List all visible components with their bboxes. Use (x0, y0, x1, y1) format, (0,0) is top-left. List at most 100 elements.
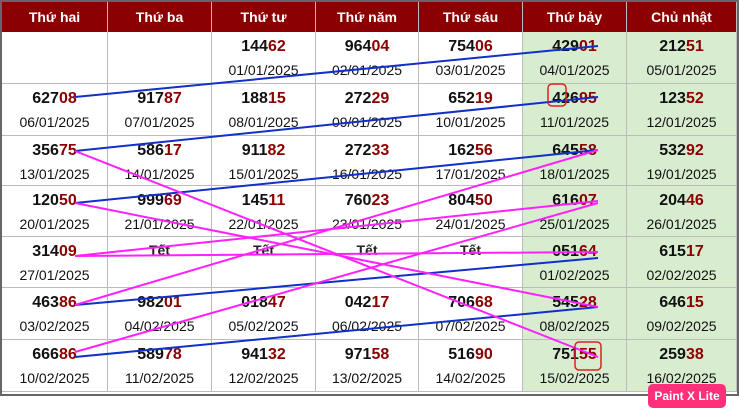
day-cell: 18815 08/01/2025 (212, 84, 316, 136)
day-cell: 94132 12/02/2025 (212, 340, 316, 392)
number-tail: 01 (163, 294, 182, 311)
number-head: 616 (552, 192, 579, 209)
number-head: 754 (448, 38, 475, 55)
number-tail: 75 (58, 142, 77, 159)
day-cell: 12050 20/01/2025 (2, 186, 108, 237)
result-number: 64558 (523, 142, 626, 160)
date: 04/02/2025 (124, 318, 195, 334)
result-number: 98201 (108, 294, 211, 312)
number-head: 162 (448, 142, 475, 159)
date: 13/02/2025 (331, 370, 403, 386)
result-number: 62708 (2, 90, 107, 108)
date: 12/02/2025 (228, 370, 299, 386)
date: 16/02/2025 (646, 370, 717, 386)
number-tail: 56 (474, 142, 493, 159)
day-cell: 91787 07/01/2025 (108, 84, 212, 136)
result-number: 65219 (419, 90, 522, 108)
date: 10/01/2025 (435, 114, 506, 130)
result-number: 61517 (627, 243, 736, 261)
result-number: 01847 (212, 294, 315, 312)
number-head: 627 (32, 90, 59, 107)
number-tail: 68 (474, 294, 493, 311)
day-cell: 21251 05/01/2025 (627, 32, 737, 84)
number-head: 188 (241, 90, 268, 107)
result-number: 91787 (108, 90, 211, 108)
result-number: 75155 (523, 346, 626, 364)
number-head: 999 (137, 192, 164, 209)
number-head: 589 (137, 346, 164, 363)
number-head: 645 (552, 142, 579, 159)
number-tail: 11 (268, 192, 286, 209)
number-head: 532 (659, 142, 686, 159)
number-head: 917 (137, 90, 164, 107)
date: 21/01/2025 (124, 216, 195, 232)
number-tail: 51 (685, 38, 704, 55)
day-cell: 20446 26/01/2025 (627, 186, 737, 237)
number-tail: 09 (58, 243, 77, 260)
date: 26/01/2025 (646, 216, 717, 232)
date: 04/01/2025 (539, 62, 610, 78)
number-head: 751 (552, 346, 579, 363)
number-tail: 06 (474, 38, 493, 55)
column-header: Chủ nhật (627, 2, 737, 32)
number-tail: 07 (578, 192, 597, 209)
column-header: Thứ sáu (419, 2, 523, 32)
result-number: 46386 (2, 294, 107, 312)
date: 20/01/2025 (19, 216, 90, 232)
day-cell: 58617 14/01/2025 (108, 136, 212, 186)
number-head: 272 (344, 90, 372, 107)
date: 10/02/2025 (19, 370, 90, 386)
number-head: 314 (32, 243, 59, 260)
number-head: 120 (32, 192, 59, 209)
result-number: 76023 (316, 192, 418, 210)
date: 13/01/2025 (19, 166, 90, 182)
day-cell: 61517 02/02/2025 (627, 237, 737, 288)
number-tail: 52 (685, 90, 704, 107)
number-tail: 62 (267, 38, 286, 55)
number-tail: 50 (474, 192, 493, 209)
number-tail: 46 (685, 192, 704, 209)
number-tail: 50 (58, 192, 77, 209)
day-cell: 64558 18/01/2025 (523, 136, 627, 186)
day-cell: 25938 16/02/2025 (627, 340, 737, 392)
day-cell: 75155 15/02/2025 (523, 340, 627, 392)
number-tail: 32 (267, 346, 286, 363)
day-cell: 05164 01/02/2025 (523, 237, 627, 288)
number-head: 964 (344, 38, 372, 55)
number-head: 145 (241, 192, 269, 209)
number-head: 646 (659, 294, 686, 311)
day-cell: 66686 10/02/2025 (2, 340, 108, 392)
day-cell: 14462 01/01/2025 (212, 32, 316, 84)
number-head: 941 (241, 346, 268, 363)
date: 03/02/2025 (19, 318, 90, 334)
number-tail: 01 (578, 38, 597, 55)
result-number: 61607 (523, 192, 626, 210)
date: 06/02/2025 (331, 318, 403, 334)
date: 06/01/2025 (19, 114, 90, 130)
date: 25/01/2025 (539, 216, 610, 232)
holiday-label: Tết (356, 242, 378, 258)
number-tail: 08 (58, 90, 77, 107)
result-number: 35675 (2, 142, 107, 160)
result-number: 27233 (316, 142, 418, 160)
date: 23/01/2025 (331, 216, 403, 232)
date: 18/01/2025 (539, 166, 610, 182)
number-tail: 86 (58, 294, 77, 311)
number-head: 018 (241, 294, 268, 311)
number-head: 259 (659, 346, 686, 363)
day-cell: Tết (316, 237, 419, 288)
day-cell: 97158 13/02/2025 (316, 340, 419, 392)
number-head: 356 (32, 142, 59, 159)
number-head: 666 (32, 346, 59, 363)
result-number: 58617 (108, 142, 211, 160)
date: 12/01/2025 (646, 114, 717, 130)
number-head: 706 (448, 294, 475, 311)
result-number: 96404 (316, 38, 418, 56)
day-cell: 65219 10/01/2025 (419, 84, 523, 136)
result-number: 20446 (627, 192, 736, 210)
date: 16/01/2025 (331, 166, 403, 182)
number-head: 982 (137, 294, 164, 311)
day-cell: 91182 15/01/2025 (212, 136, 316, 186)
result-number: 12050 (2, 192, 107, 210)
